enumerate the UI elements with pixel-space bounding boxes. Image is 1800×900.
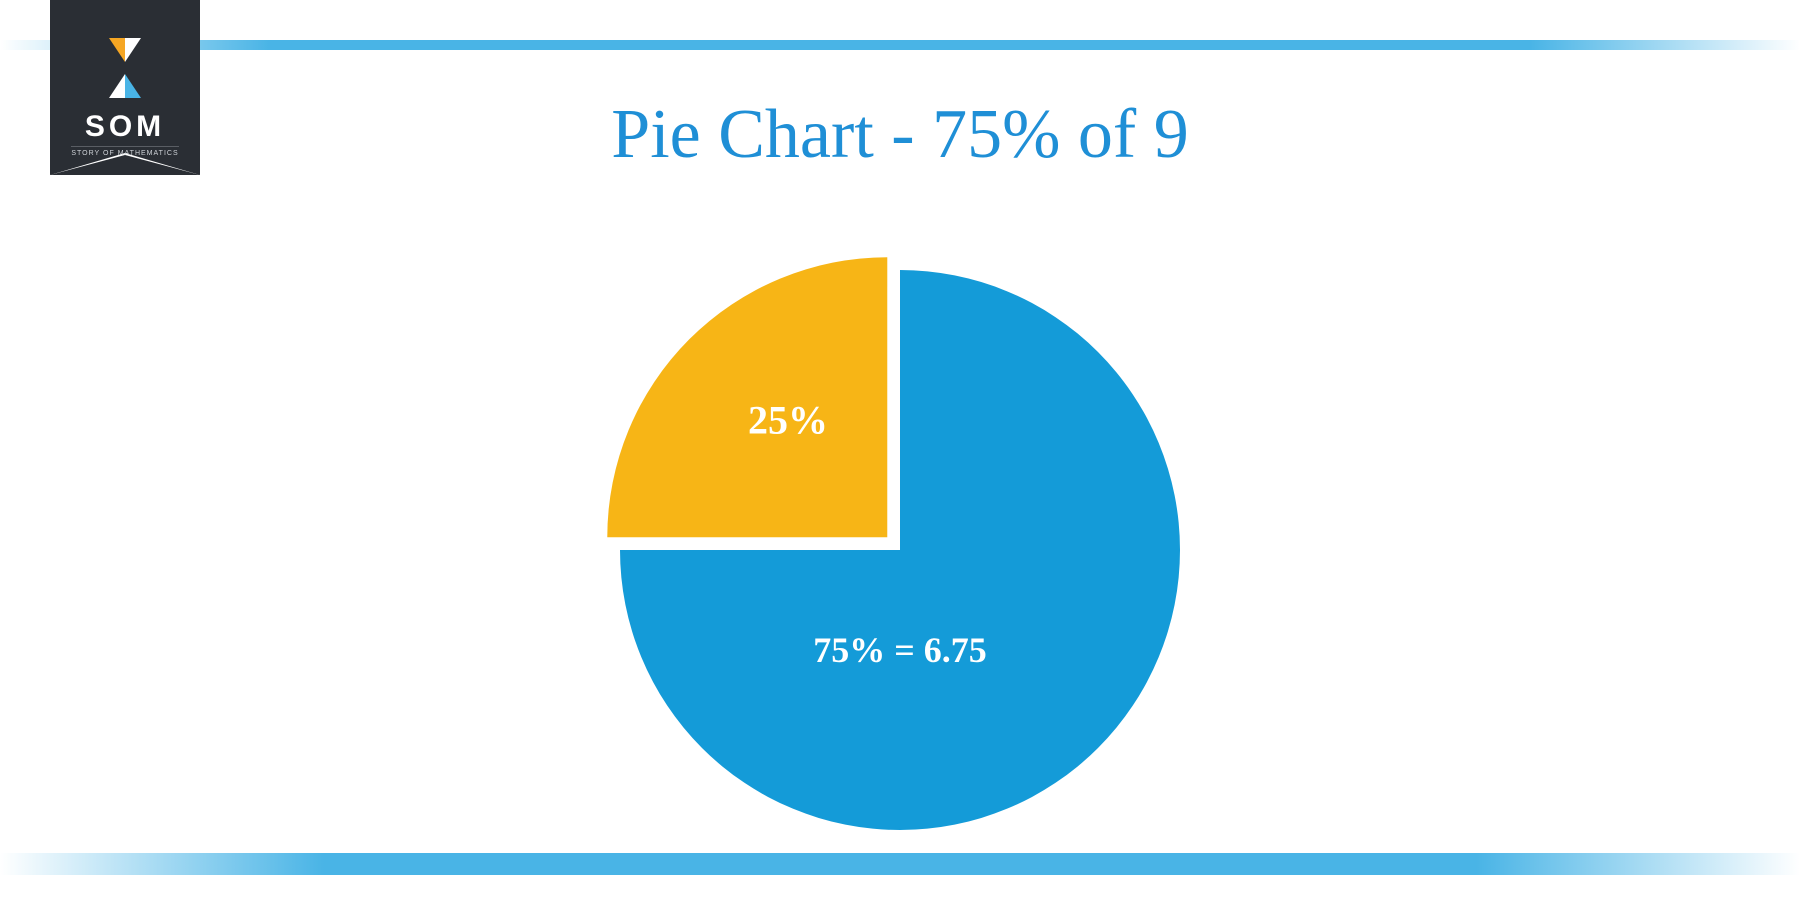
logo-badge: SOM STORY OF MATHEMATICS xyxy=(50,0,200,175)
top-accent-bar xyxy=(0,40,1800,50)
pie-chart: 75% = 6.75 25% xyxy=(600,230,1200,830)
logo-tagline: STORY OF MATHEMATICS xyxy=(71,146,178,157)
page-title: Pie Chart - 75% of 9 xyxy=(0,95,1800,175)
pie-slice-label-1: 25% xyxy=(748,397,828,444)
pie-slice-label-0: 75% = 6.75 xyxy=(813,629,987,671)
logo-text: SOM xyxy=(71,110,178,144)
bottom-accent-bar xyxy=(0,853,1800,875)
logo-icon xyxy=(95,38,155,98)
